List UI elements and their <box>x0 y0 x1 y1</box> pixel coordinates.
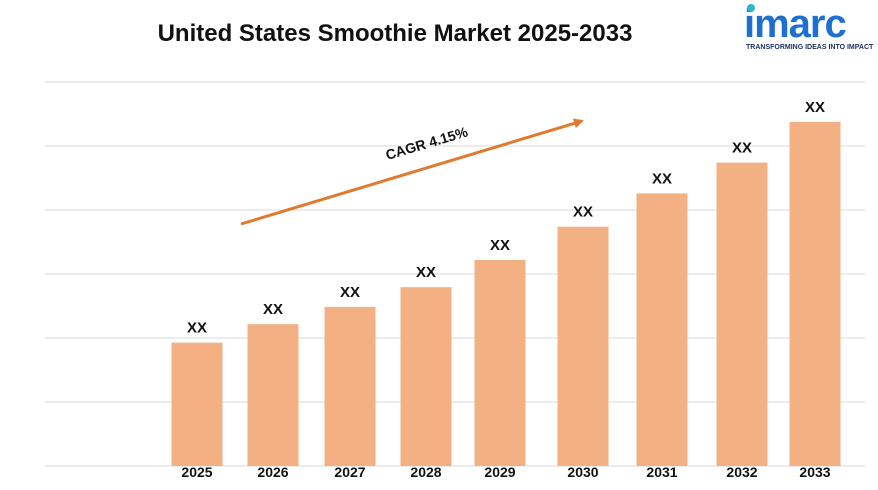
bar-2033 <box>789 121 841 467</box>
data-label: XX <box>805 99 825 116</box>
chart-title: United States Smoothie Market 2025-2033 <box>157 20 633 47</box>
data-label: XX <box>652 170 672 187</box>
logo-tagline: TRANSFORMING IDEAS INTO IMPACT <box>746 44 874 51</box>
bar-2028 <box>400 287 452 466</box>
cagr-trend-arrow <box>240 118 584 226</box>
x-tick-label: 2026 <box>257 464 288 480</box>
x-tick-label: 2028 <box>410 464 441 480</box>
data-label: XX <box>732 140 752 157</box>
bar-2027 <box>324 306 376 466</box>
x-tick-label: 2027 <box>334 464 365 480</box>
imarc-logo: imarc TRANSFORMING IDEAS INTO IMPACT <box>742 0 874 60</box>
bar-2025 <box>171 342 223 466</box>
data-label: XX <box>573 204 593 221</box>
x-tick-label: 2030 <box>567 464 598 480</box>
x-tick-label: 2032 <box>726 464 757 480</box>
x-tick-label: 2031 <box>646 464 677 480</box>
x-tick-label: 2033 <box>799 464 830 480</box>
bar-2032 <box>716 162 768 466</box>
bar-2031 <box>636 193 688 466</box>
bar-2029 <box>474 260 526 466</box>
cagr-annotation: CAGR 4.15% <box>384 123 470 163</box>
data-label: XX <box>416 264 436 281</box>
data-label: XX <box>187 320 207 337</box>
x-tick-label: 2025 <box>181 464 212 480</box>
logo-wordmark: imarc <box>744 2 847 46</box>
x-tick-label: 2029 <box>484 464 515 480</box>
data-label: XX <box>263 301 283 318</box>
data-label: XX <box>340 284 360 301</box>
bar-2030 <box>557 226 609 466</box>
bar-2026 <box>247 324 299 466</box>
logo-dot-icon <box>747 4 755 12</box>
data-label: XX <box>490 237 510 254</box>
